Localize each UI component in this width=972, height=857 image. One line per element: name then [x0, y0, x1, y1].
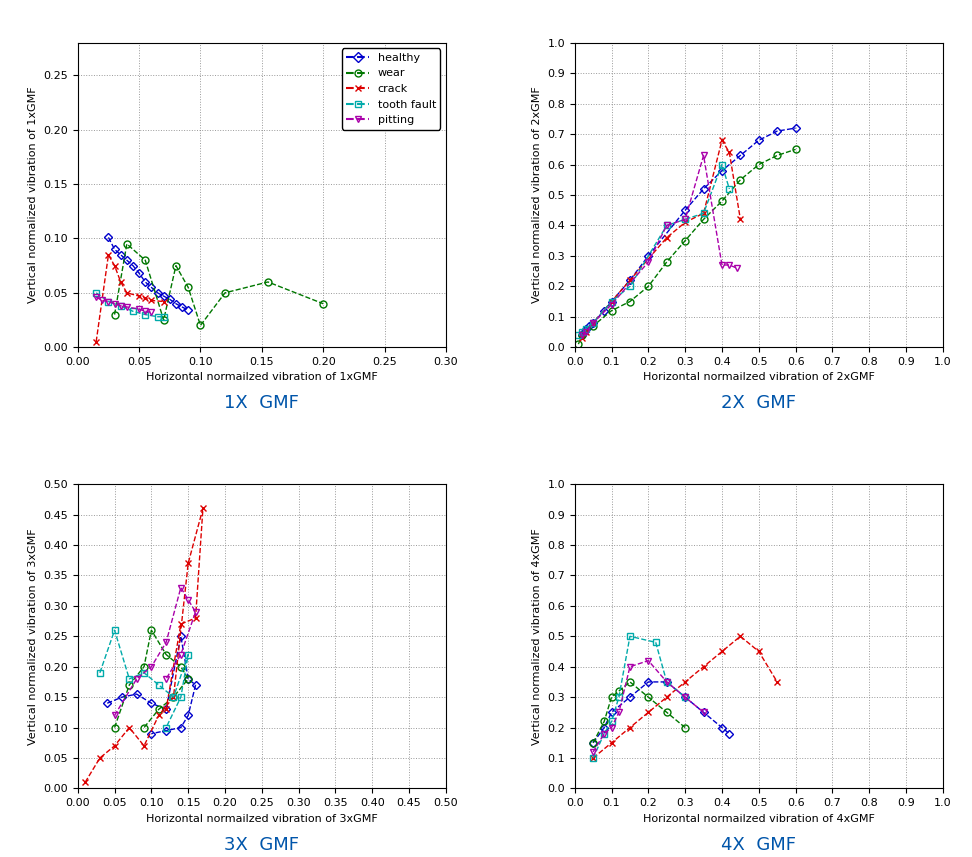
Y-axis label: Vertical normalized vibration of 1xGMF: Vertical normalized vibration of 1xGMF: [28, 87, 38, 303]
Y-axis label: Vertical normalized vibration of 4xGMF: Vertical normalized vibration of 4xGMF: [532, 528, 541, 745]
X-axis label: Horizontal normailzed vibration of 2xGMF: Horizontal normailzed vibration of 2xGMF: [642, 373, 875, 382]
X-axis label: Horizontal normailzed vibration of 4xGMF: Horizontal normailzed vibration of 4xGMF: [642, 813, 875, 824]
Text: 2X  GMF: 2X GMF: [721, 394, 796, 412]
Y-axis label: Vertical normalized vibration of 2xGMF: Vertical normalized vibration of 2xGMF: [532, 87, 541, 303]
X-axis label: Horizontal normailzed vibration of 1xGMF: Horizontal normailzed vibration of 1xGMF: [146, 373, 378, 382]
Legend: healthy, wear, crack, tooth fault, pitting: healthy, wear, crack, tooth fault, pitti…: [342, 48, 440, 129]
Y-axis label: Vertical normalized vibration of 3xGMF: Vertical normalized vibration of 3xGMF: [28, 528, 38, 745]
Text: 3X  GMF: 3X GMF: [225, 836, 299, 854]
X-axis label: Horizontal normailzed vibration of 3xGMF: Horizontal normailzed vibration of 3xGMF: [146, 813, 378, 824]
Text: 1X  GMF: 1X GMF: [225, 394, 299, 412]
Text: 4X  GMF: 4X GMF: [721, 836, 796, 854]
